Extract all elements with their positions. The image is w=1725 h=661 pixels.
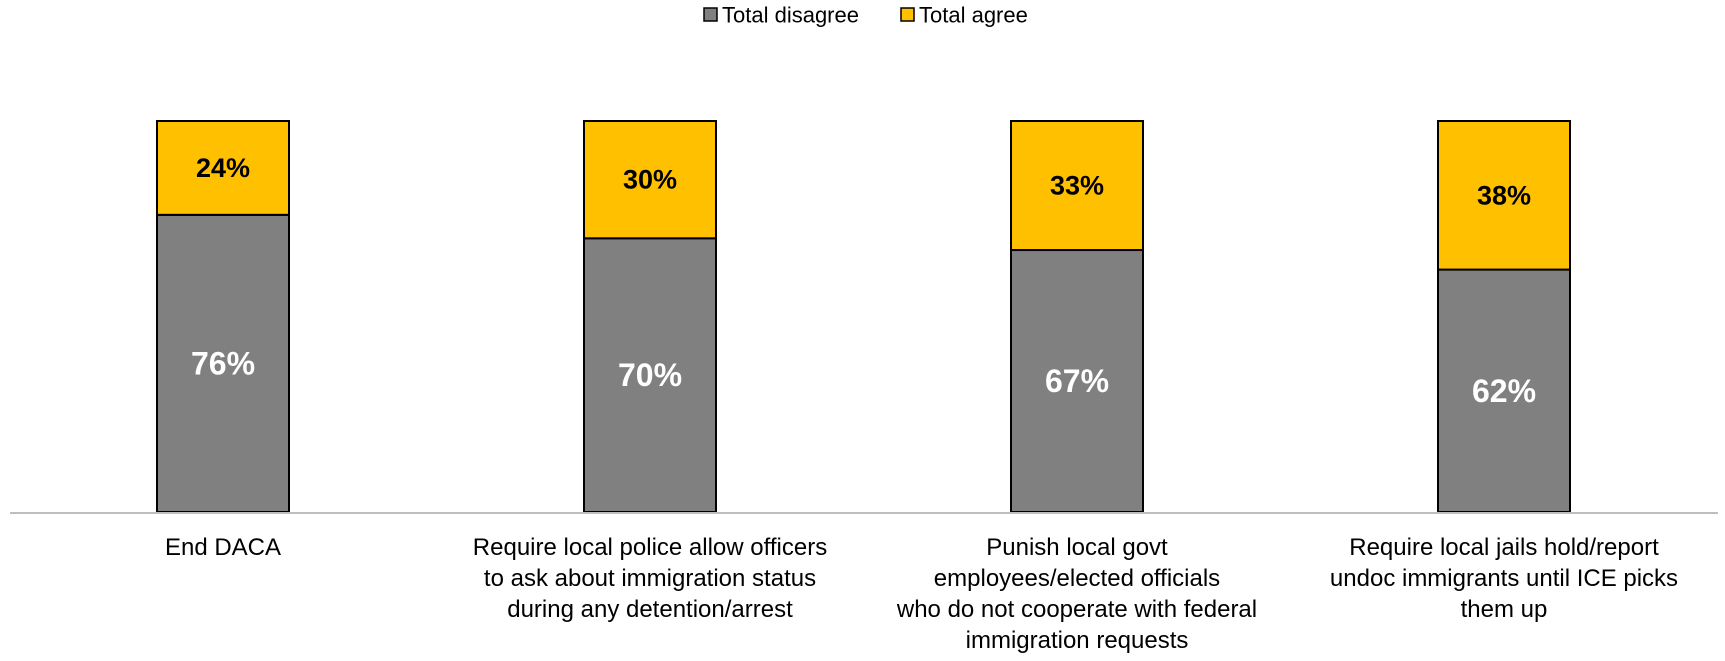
data-label-disagree-2: 70%	[618, 357, 682, 393]
data-label-agree-3: 33%	[1050, 171, 1104, 201]
category-label-3: Punish local govt employees/elected offic…	[896, 534, 1257, 654]
data-label-agree-4: 38%	[1477, 180, 1531, 210]
bars-layer: 76% 24% 70% 30% 67% 33% 62% 38%	[156, 120, 1571, 514]
data-label-disagree-1: 76%	[191, 345, 255, 381]
category-label-line: to ask about immigration status	[484, 565, 816, 592]
category-label-line: employees/elected officials	[934, 565, 1220, 592]
data-label-disagree-4: 62%	[1472, 373, 1536, 409]
data-label-agree-2: 30%	[623, 165, 677, 195]
category-label-2: Require local police allow officers to as…	[473, 534, 827, 623]
legend-label-disagree: Total disagree	[722, 3, 859, 28]
bar-agree-2	[583, 120, 717, 240]
legend-label-agree: Total agree	[919, 3, 1028, 28]
legend-swatch-agree	[900, 7, 915, 22]
category-label-line: Require local jails hold/report	[1349, 534, 1659, 561]
category-label-line: immigration requests	[966, 627, 1189, 654]
category-label-line: during any detention/arrest	[507, 596, 793, 623]
legend-swatch-disagree	[703, 7, 718, 22]
bar-agree-3	[1010, 120, 1144, 252]
category-label-line: Require local police allow officers	[473, 534, 827, 561]
category-label-1: End DACA	[165, 534, 281, 561]
category-label-line: them up	[1461, 596, 1548, 623]
data-label-agree-1: 24%	[196, 153, 250, 183]
bar-agree-1	[156, 120, 290, 216]
category-label-line: Punish local govt	[986, 534, 1168, 561]
category-label-4: Require local jails hold/report undoc imm…	[1330, 534, 1678, 623]
category-label-line: undoc immigrants until ICE picks	[1330, 565, 1678, 592]
category-label-line: End DACA	[165, 534, 281, 561]
bar-disagree-3	[1010, 249, 1144, 513]
legend: Total disagree Total agree	[703, 3, 1028, 28]
bar-agree-4	[1437, 120, 1571, 271]
bar-disagree-1	[156, 213, 290, 513]
data-label-disagree-3: 67%	[1045, 363, 1109, 399]
category-labels: End DACA Require local police allow offic…	[165, 534, 1678, 654]
category-label-line: who do not cooperate with federal	[896, 596, 1257, 623]
